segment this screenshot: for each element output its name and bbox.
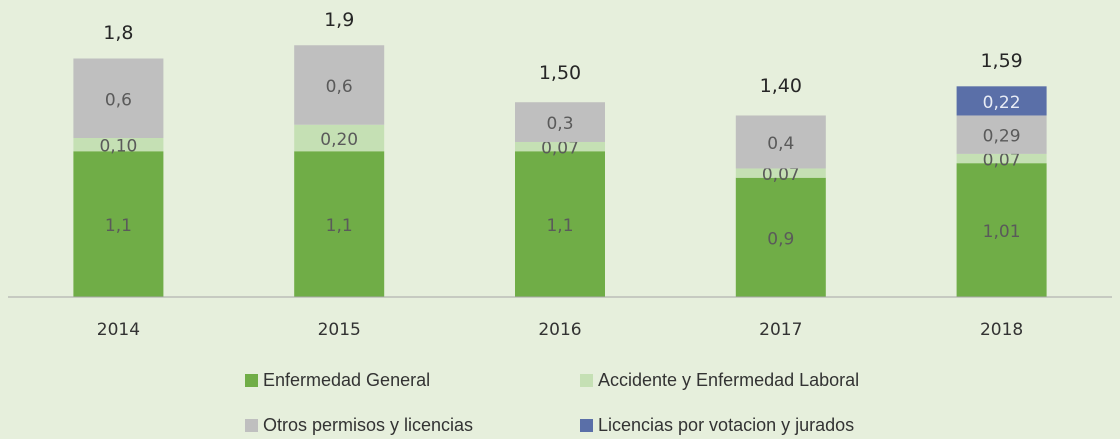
segment-label: 0,29 — [983, 127, 1021, 147]
bar-segment — [735, 177, 826, 297]
bar-segment — [515, 151, 605, 297]
legend-label: Accidente y Enfermedad Laboral — [598, 370, 859, 390]
segment-label: 0,6 — [105, 90, 132, 110]
legend-swatch — [580, 374, 593, 387]
x-tick-label: 2016 — [538, 320, 581, 340]
legend-swatch — [245, 374, 258, 387]
segment-label: 0,07 — [762, 165, 800, 185]
bar-segment — [294, 124, 385, 152]
bar-segment — [515, 141, 605, 152]
segment-label: 1,01 — [983, 222, 1021, 242]
legend-label: Otros permisos y licencias — [263, 415, 473, 435]
segment-label: 0,07 — [983, 151, 1021, 171]
total-label: 1,59 — [980, 50, 1022, 72]
legend-swatch — [245, 419, 258, 432]
legend-swatch — [580, 419, 593, 432]
bar-segment — [73, 151, 164, 297]
x-tick-label: 2015 — [318, 320, 361, 340]
bar-segment — [956, 163, 1047, 297]
segment-label: 0,6 — [326, 77, 353, 97]
bar-segment — [73, 138, 164, 152]
segment-label: 0,20 — [320, 130, 358, 150]
segment-label: 1,1 — [105, 216, 132, 236]
total-label: 1,40 — [760, 75, 802, 97]
total-label: 1,50 — [539, 62, 581, 84]
bar-segment — [956, 115, 1047, 154]
segment-label: 0,07 — [541, 139, 579, 159]
bar-segment — [73, 58, 164, 138]
segment-label: 0,4 — [767, 134, 794, 154]
bar-segment — [735, 115, 826, 169]
segment-label: 0,10 — [99, 137, 137, 157]
bar-segment — [515, 102, 605, 142]
bar-segment — [294, 151, 385, 297]
x-tick-label: 2017 — [759, 320, 802, 340]
legend-label: Enfermedad General — [263, 370, 430, 390]
legend-label: Licencias por votacion y jurados — [598, 415, 854, 435]
bar-segment — [735, 168, 826, 178]
total-label: 1,8 — [103, 22, 133, 44]
bar-segment — [956, 153, 1047, 164]
segment-label: 1,1 — [546, 216, 573, 236]
total-label: 1,9 — [324, 9, 354, 31]
bar-segment — [294, 45, 385, 125]
segment-label: 1,1 — [326, 216, 353, 236]
segment-label: 0,22 — [983, 93, 1021, 113]
x-tick-label: 2014 — [97, 320, 140, 340]
segment-label: 0,3 — [546, 114, 573, 134]
segment-label: 0,9 — [767, 229, 794, 249]
bar-segment — [956, 86, 1047, 116]
x-tick-label: 2018 — [980, 320, 1023, 340]
